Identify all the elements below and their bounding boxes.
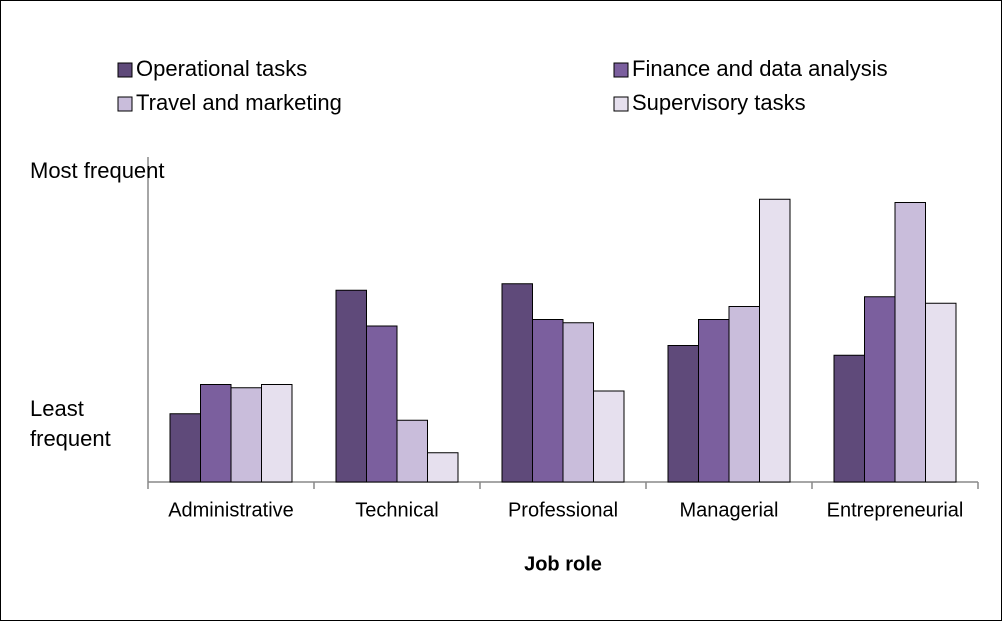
bar xyxy=(593,390,625,483)
bar xyxy=(833,354,865,483)
bar xyxy=(759,198,791,483)
bar xyxy=(396,419,428,483)
bar xyxy=(169,413,201,483)
x-axis-title: Job role xyxy=(524,553,602,575)
bar xyxy=(728,306,760,483)
bar xyxy=(894,202,926,483)
bar xyxy=(698,319,730,483)
y-tick-label: Most frequent xyxy=(30,158,165,184)
y-tick-label: Least frequent xyxy=(30,395,111,451)
bar xyxy=(230,387,262,483)
legend-label: Operational tasks xyxy=(136,56,307,81)
legend-swatch xyxy=(613,96,629,112)
bar xyxy=(667,345,699,483)
legend-swatch xyxy=(613,62,629,78)
bar xyxy=(501,283,533,483)
bar xyxy=(532,319,564,483)
bar xyxy=(427,452,459,483)
bar xyxy=(925,302,957,483)
bar xyxy=(200,384,232,483)
bar xyxy=(366,325,398,483)
x-tick-label: Entrepreneurial xyxy=(827,499,964,521)
bar xyxy=(562,322,594,483)
legend-swatch xyxy=(117,62,133,78)
legend-swatch xyxy=(117,96,133,112)
x-tick-label: Technical xyxy=(355,499,438,521)
bar xyxy=(335,289,367,483)
bar xyxy=(261,384,293,483)
legend-label: Finance and data analysis xyxy=(632,56,888,81)
x-tick-label: Professional xyxy=(508,499,618,521)
bar xyxy=(864,296,896,483)
x-tick-label: Managerial xyxy=(680,499,779,521)
legend-label: Travel and marketing xyxy=(136,90,342,115)
legend-label: Supervisory tasks xyxy=(632,90,806,115)
x-tick-label: Administrative xyxy=(168,499,294,521)
